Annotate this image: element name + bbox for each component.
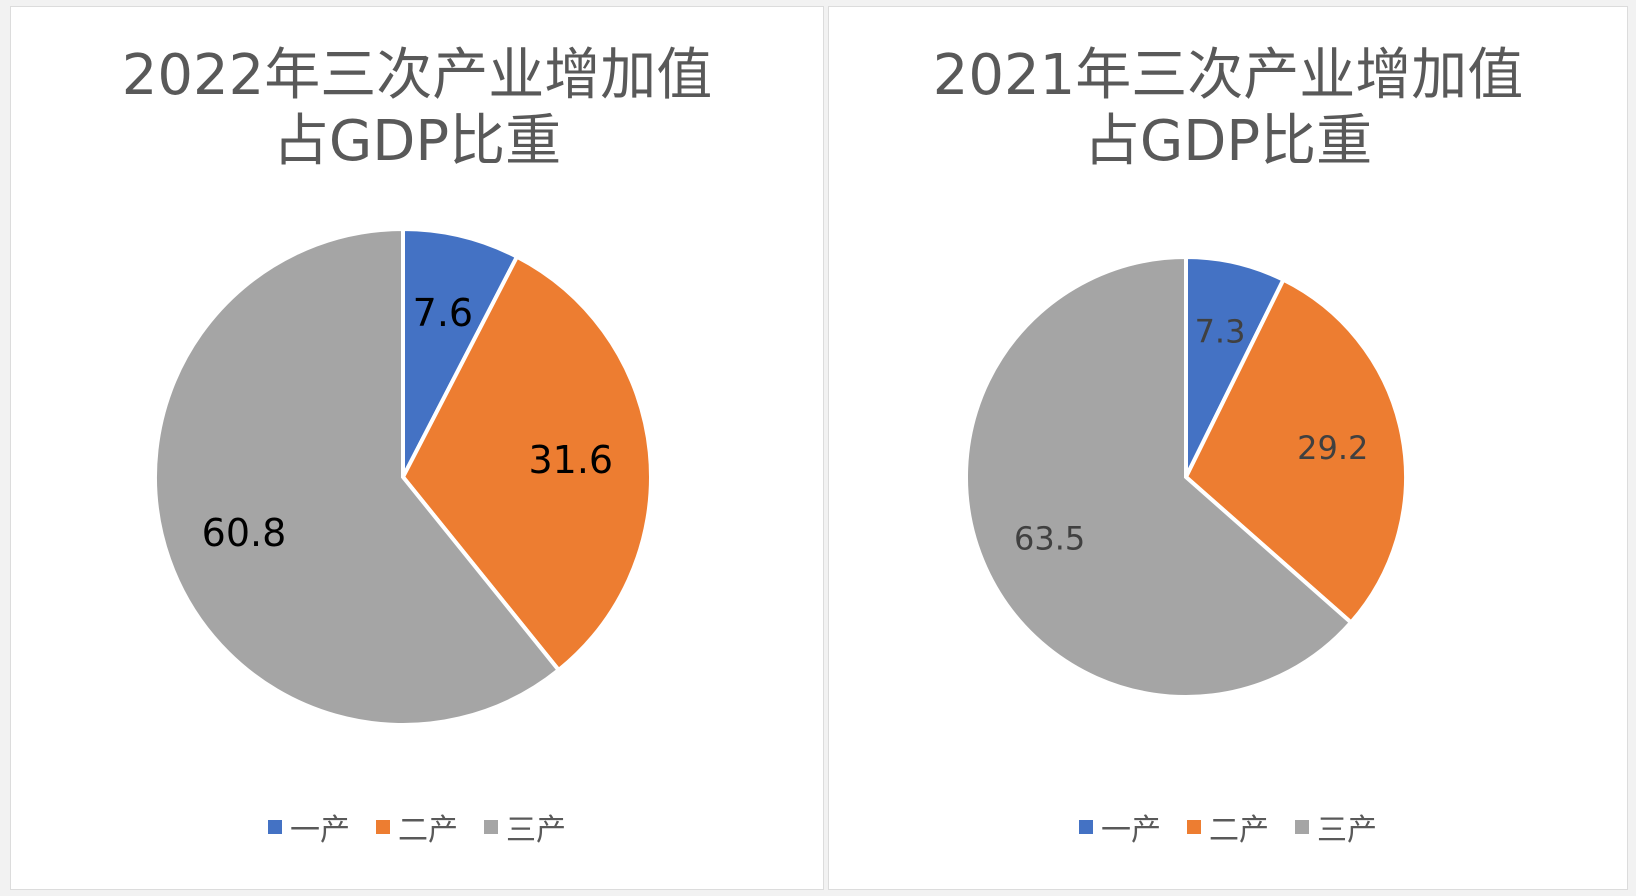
chart-title: 2022年三次产业增加值 占GDP比重 [11, 43, 823, 175]
legend-item-secondary: 二产 [376, 805, 458, 849]
legend-label: 三产 [1317, 813, 1377, 848]
legend-item-secondary: 二产 [1187, 805, 1269, 849]
legend-swatch [484, 820, 498, 834]
data-label-primary: 7.6 [413, 291, 473, 335]
pie-slice-tertiary [153, 226, 562, 727]
legend-label: 二产 [398, 813, 458, 848]
chart-legend: 一产 二产 三产 [11, 805, 823, 849]
legend-swatch [268, 820, 282, 834]
data-label-secondary: 29.2 [1297, 429, 1368, 467]
legend-label: 一产 [1101, 813, 1161, 848]
chart-title-line-1: 2022年三次产业增加值 [121, 43, 713, 108]
data-label-primary: 7.3 [1195, 312, 1246, 350]
chart-title-line-1: 2021年三次产业增加值 [932, 43, 1524, 108]
legend-label: 三产 [506, 813, 566, 848]
pie-slice-secondary [400, 254, 653, 673]
pie-chart-2022: 7.6 31.6 60.8 [153, 226, 653, 727]
legend-item-primary: 一产 [268, 805, 350, 849]
pie-slice-primary [401, 226, 520, 478]
legend-swatch [376, 820, 390, 834]
legend-label: 一产 [290, 813, 350, 848]
legend-swatch [1187, 820, 1201, 834]
data-label-secondary: 31.6 [528, 438, 613, 482]
data-label-tertiary: 60.8 [202, 511, 287, 555]
legend-item-primary: 一产 [1079, 805, 1161, 849]
chart-title-line-2: 占GDP比重 [1083, 109, 1373, 174]
legend-swatch [1295, 820, 1309, 834]
chart-panel-2022: 2022年三次产业增加值 占GDP比重 7.6 31.6 60.8 一产 二产 三产 [10, 6, 824, 890]
pie-slice-tertiary [964, 254, 1354, 699]
pie-chart-2021: 7.3 29.2 63.5 [964, 254, 1408, 699]
data-label-tertiary: 63.5 [1014, 520, 1085, 558]
chart-title-line-2: 占GDP比重 [272, 109, 562, 174]
legend-item-tertiary: 三产 [1295, 805, 1377, 849]
pie-slice-secondary [1183, 277, 1408, 626]
legend-item-tertiary: 三产 [484, 805, 566, 849]
chart-legend: 一产 二产 三产 [829, 805, 1627, 849]
chart-title: 2021年三次产业增加值 占GDP比重 [829, 43, 1627, 175]
chart-panel-2021: 2021年三次产业增加值 占GDP比重 7.3 29.2 63.5 一产 二产 三产 [828, 6, 1628, 890]
legend-label: 二产 [1209, 813, 1269, 848]
legend-swatch [1079, 820, 1093, 834]
